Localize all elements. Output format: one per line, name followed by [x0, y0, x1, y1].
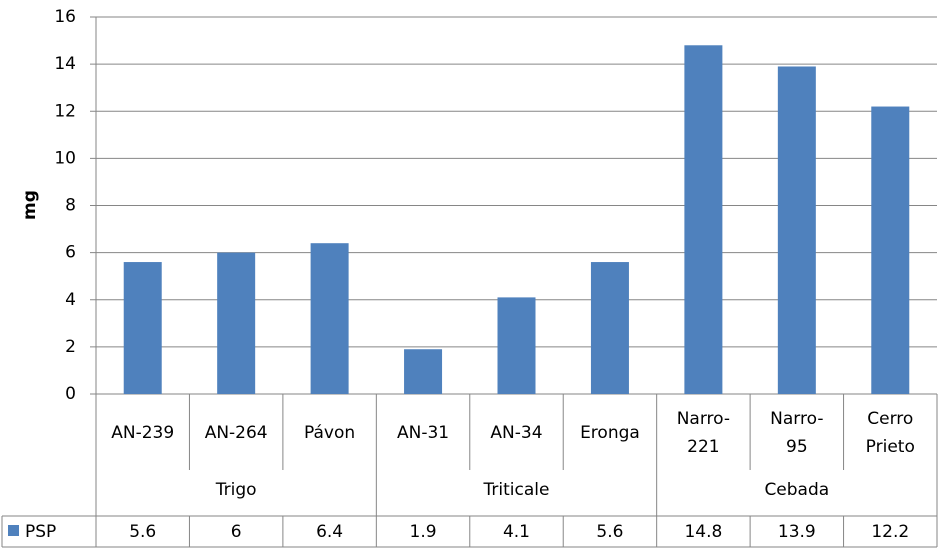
- y-tick-label: 8: [65, 196, 76, 216]
- x-tick-label-text: Cerro Prieto: [865, 409, 915, 457]
- y-tick-label: 6: [65, 243, 76, 263]
- table-value-text: 6: [230, 522, 242, 542]
- y-tick-label: 16: [54, 7, 76, 27]
- x-tick-label: Pávon: [283, 398, 376, 468]
- group-label-text: Triticale: [483, 480, 550, 500]
- table-value: 13.9: [750, 516, 843, 548]
- x-tick-label: Eronga: [563, 398, 656, 468]
- table-value: 5.6: [563, 516, 656, 548]
- x-tick-label-text: Narro-221: [676, 409, 731, 457]
- y-axis-label: mg: [20, 190, 40, 220]
- x-tick-label: AN-264: [189, 398, 282, 468]
- group-label-text: Cebada: [764, 480, 830, 500]
- group-label: Triticale: [376, 472, 656, 508]
- table-value: 4.1: [470, 516, 563, 548]
- group-label: Trigo: [96, 472, 376, 508]
- table-value-text: 1.9: [409, 522, 437, 542]
- x-tick-label: Narro-95: [750, 398, 843, 468]
- table-value: 5.6: [96, 516, 189, 548]
- table-value: 12.2: [844, 516, 937, 548]
- bar: [123, 262, 162, 394]
- x-tick-label: Narro-221: [657, 398, 750, 468]
- bar: [684, 45, 723, 395]
- group-label: Cebada: [657, 472, 937, 508]
- bar: [404, 349, 443, 394]
- bar: [871, 106, 910, 394]
- group-label-text: Trigo: [215, 480, 257, 500]
- x-tick-label: AN-239: [96, 398, 189, 468]
- x-tick-label-text: AN-264: [204, 423, 268, 443]
- x-tick-label-text: Eronga: [580, 423, 640, 443]
- y-tick-label: 14: [54, 54, 76, 74]
- table-value-text: 5.6: [596, 522, 624, 542]
- bar: [777, 66, 816, 394]
- x-tick-label: AN-31: [376, 398, 469, 468]
- x-tick-label: AN-34: [470, 398, 563, 468]
- table-value-text: 6.4: [316, 522, 344, 542]
- legend-key: [8, 525, 19, 536]
- table-value: 14.8: [657, 516, 750, 548]
- bar: [497, 297, 536, 394]
- table-value-text: 5.6: [129, 522, 157, 542]
- y-tick-label: 10: [54, 148, 76, 168]
- y-tick-label: 0: [65, 384, 76, 404]
- x-tick-label-text: AN-31: [396, 423, 450, 443]
- table-value-text: 13.9: [777, 522, 816, 542]
- table-value: 6.4: [283, 516, 376, 548]
- bar: [590, 262, 629, 394]
- y-tick-label: 2: [65, 337, 76, 357]
- table-value: 6: [189, 516, 282, 548]
- x-tick-label-text: Pávon: [304, 423, 356, 443]
- y-tick-label: 4: [65, 290, 76, 310]
- x-tick-label-text: Narro-95: [770, 409, 824, 457]
- x-tick-label-text: AN-239: [111, 423, 175, 443]
- table-value-text: 14.8: [684, 522, 723, 542]
- bar: [217, 252, 256, 394]
- table-value: 1.9: [376, 516, 469, 548]
- x-tick-label-text: AN-34: [490, 423, 543, 443]
- table-value-text: 12.2: [871, 522, 910, 542]
- legend-label: PSP: [25, 522, 56, 542]
- table-value-text: 4.1: [502, 522, 530, 542]
- x-tick-label: Cerro Prieto: [844, 398, 937, 468]
- bar: [310, 243, 349, 394]
- y-tick-label: 12: [54, 101, 76, 121]
